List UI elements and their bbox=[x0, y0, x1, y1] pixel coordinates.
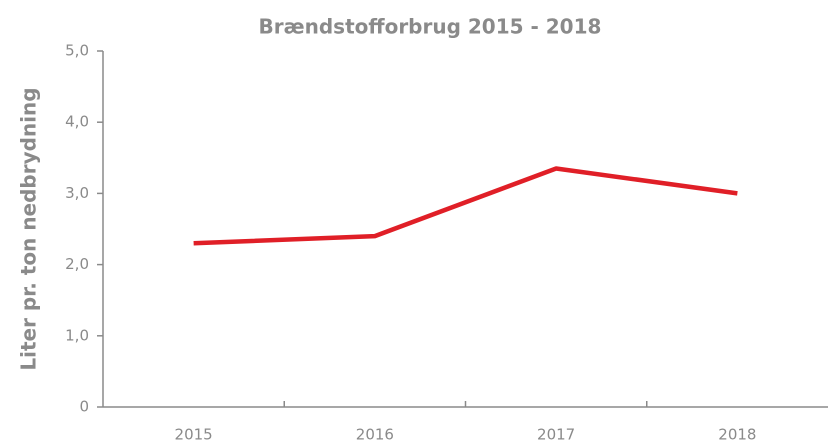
x-tick-label: 2017 bbox=[537, 426, 575, 444]
data-line bbox=[193, 166, 738, 246]
y-tick-label: 2,0 bbox=[65, 255, 89, 273]
x-tick-label: 2015 bbox=[175, 426, 213, 444]
x-tick-label: 2018 bbox=[718, 426, 756, 444]
y-tick-label: 3,0 bbox=[65, 184, 89, 202]
x-tick-label: 2016 bbox=[356, 426, 394, 444]
y-axis-label: Liter pr. ton nedbrydning bbox=[17, 87, 41, 370]
y-tick-label: 0 bbox=[79, 398, 89, 416]
y-tick-label: 1,0 bbox=[65, 326, 89, 344]
y-tick-label: 4,0 bbox=[65, 113, 89, 131]
y-tick-label: 5,0 bbox=[65, 42, 89, 60]
chart-title: Brændstofforbrug 2015 - 2018 bbox=[259, 15, 602, 39]
